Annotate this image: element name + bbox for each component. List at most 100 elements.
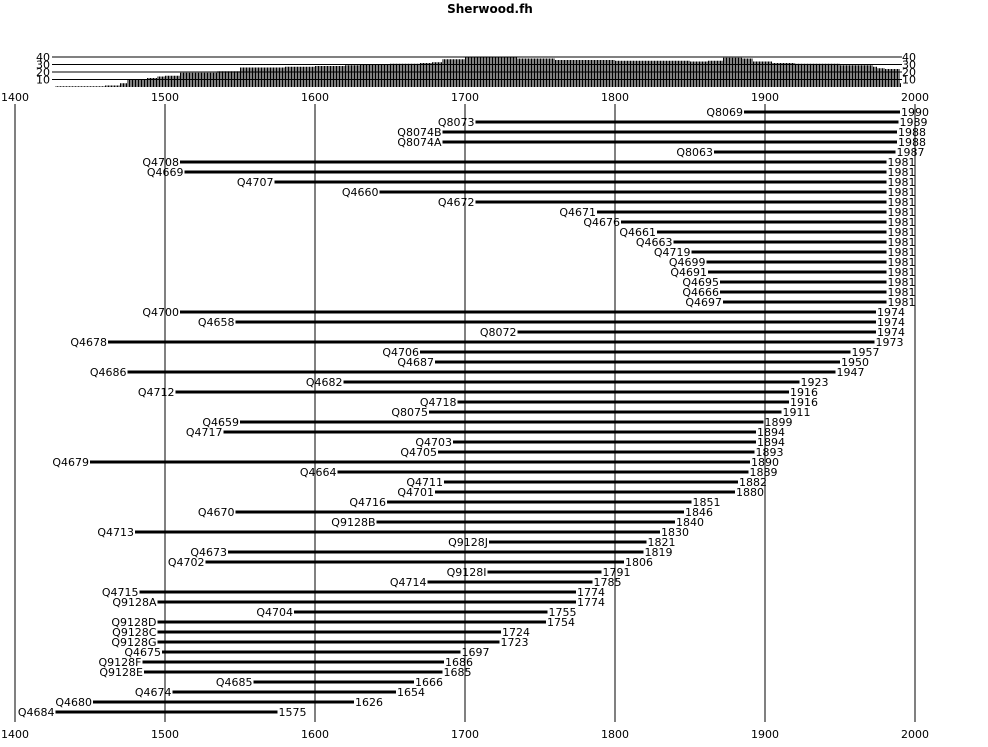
series-label: Q4663 <box>636 236 673 249</box>
hist-bar <box>828 63 829 87</box>
hist-bar <box>693 61 694 87</box>
hist-bar <box>72 86 73 87</box>
hist-bar <box>216 72 217 87</box>
hist-bar <box>849 65 850 87</box>
hist-bar <box>478 57 480 87</box>
hist-bar <box>154 78 156 87</box>
hist-bar <box>900 83 901 87</box>
hist-bar <box>352 65 354 87</box>
hist-bar <box>532 58 534 87</box>
series-label: Q9128G <box>111 636 156 649</box>
hist-bar <box>811 63 813 87</box>
hist-bar <box>151 78 153 87</box>
hist-bar <box>543 58 544 87</box>
hist-bar <box>328 66 330 87</box>
hist-bar <box>537 58 538 87</box>
hist-bar <box>814 63 816 87</box>
series-end-label: 1754 <box>547 616 575 629</box>
series-label: Q4678 <box>70 336 107 349</box>
hist-bar <box>549 58 550 87</box>
hist-bar <box>58 86 60 87</box>
hist-bar <box>748 58 750 87</box>
hist-bar <box>469 57 471 87</box>
series-label: Q9128A <box>112 596 157 609</box>
series-bar <box>240 420 764 424</box>
hist-bar <box>762 61 763 87</box>
series-bar <box>442 130 897 134</box>
hist-bar <box>271 67 273 87</box>
hist-bar <box>237 71 238 87</box>
hist-bar <box>466 57 468 87</box>
hist-bar <box>129 79 130 87</box>
series-end-label: 1791 <box>603 566 631 579</box>
hist-bar <box>601 60 603 87</box>
series-bar <box>444 480 738 484</box>
hist-bar <box>886 69 888 87</box>
series-bar <box>720 280 887 284</box>
hist-bar <box>109 85 111 87</box>
hist-bar <box>753 61 754 87</box>
hist-bar <box>856 65 858 87</box>
hist-bar <box>112 85 114 87</box>
hist-bar <box>784 63 786 87</box>
hist-bar <box>579 60 580 87</box>
hist-bar <box>268 67 270 87</box>
hist-bar <box>97 86 99 87</box>
series-label: Q4714 <box>390 576 427 589</box>
series-label: Q9128C <box>112 626 157 639</box>
hist-bar <box>339 66 340 87</box>
hist-bar <box>514 57 516 87</box>
hist-bar <box>385 64 387 87</box>
series-bar <box>379 190 887 194</box>
series-bar <box>343 380 800 384</box>
hist-bar <box>531 58 532 87</box>
series-bar <box>657 230 887 234</box>
hist-bar <box>744 58 745 87</box>
hist-bar <box>381 64 382 87</box>
series-label: Q9128F <box>99 656 142 669</box>
series-end-label: 1626 <box>355 696 383 709</box>
hist-bar <box>621 60 622 87</box>
hist-bar <box>81 86 82 87</box>
series-bar <box>489 540 647 544</box>
hist-bar <box>790 63 792 87</box>
hist-bar <box>75 86 76 87</box>
hist-bar <box>313 66 315 87</box>
hist-bar <box>207 72 208 87</box>
hist-bar <box>735 57 736 87</box>
series-bar <box>387 500 692 504</box>
hist-bar <box>732 57 733 87</box>
hist-bar <box>634 60 636 87</box>
hist-bar <box>276 67 277 87</box>
hist-bar <box>57 86 58 87</box>
series-label: Q4713 <box>97 526 134 539</box>
series-label: Q4691 <box>670 266 707 279</box>
hist-bar <box>564 60 565 87</box>
hist-bar <box>877 68 879 87</box>
series-bar <box>157 630 501 634</box>
series-label: Q4687 <box>397 356 434 369</box>
series-label: Q4706 <box>382 346 419 359</box>
hist-bar <box>868 65 870 87</box>
series-bar <box>223 430 756 434</box>
hist-bar <box>172 75 174 87</box>
hist-bar <box>336 66 337 87</box>
hist-bar <box>315 66 316 87</box>
hist-bar <box>765 61 766 87</box>
hist-bar <box>126 83 127 87</box>
hist-bar <box>171 75 172 87</box>
x-axis: 1400 1400 1500 1500 1600 1600 1700 1700 1800 1800… <box>1 91 929 741</box>
hist-bar <box>571 60 573 87</box>
hist-bar <box>63 86 64 87</box>
hist-bar <box>874 66 876 87</box>
x-tick-label-top: 1400 <box>1 91 29 104</box>
series-bar <box>673 240 887 244</box>
hist-bar <box>475 57 477 87</box>
series-label: Q9128I <box>447 566 487 579</box>
series-bar <box>228 550 644 554</box>
hist-bar <box>757 61 759 87</box>
hist-bar <box>160 76 162 87</box>
series-label: Q4685 <box>216 676 253 689</box>
